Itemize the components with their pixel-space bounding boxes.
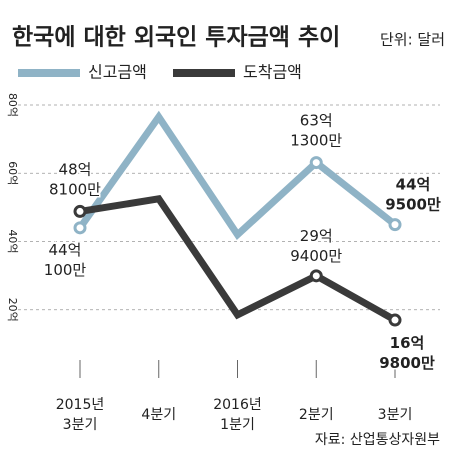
data-label: 44억 100만 xyxy=(44,240,87,278)
point-marker xyxy=(73,221,87,235)
point-marker xyxy=(309,156,323,170)
data-label: 29억 9400만 xyxy=(290,226,342,264)
legend-label: 신고금액 xyxy=(88,63,147,82)
x-tick-label: 2분기 xyxy=(299,407,334,423)
x-tick-label: 3분기 xyxy=(378,407,413,423)
chart-title: 한국에 대한 외국인 투자금액 추이 xyxy=(12,25,340,51)
point-marker xyxy=(73,204,87,218)
series-line xyxy=(77,110,398,241)
y-tick-label: 80억 xyxy=(6,93,19,117)
y-tick-label: 60억 xyxy=(6,161,19,185)
series-line xyxy=(79,195,397,324)
source: 자료: 산업통상자원부 xyxy=(315,432,440,448)
data-label: 44억 9500만 xyxy=(385,175,441,213)
point-marker xyxy=(309,269,323,283)
chart-subtitle: 단위: 달러 xyxy=(380,31,445,49)
y-tick-label: 40억 xyxy=(6,229,19,253)
data-label: 48억 8100만 xyxy=(49,160,101,198)
x-tick-label: 2016년 1분기 xyxy=(213,397,262,433)
x-tick-label: 2015년 3분기 xyxy=(56,397,105,433)
data-label: 16억 9800만 xyxy=(379,334,435,372)
y-tick-label: 20억 xyxy=(6,298,19,322)
data-label: 63억 1300만 xyxy=(290,111,342,149)
x-tick-label: 4분기 xyxy=(141,407,176,423)
point-marker xyxy=(388,313,402,327)
legend-label: 도착금액 xyxy=(243,63,302,82)
point-marker xyxy=(388,218,402,232)
